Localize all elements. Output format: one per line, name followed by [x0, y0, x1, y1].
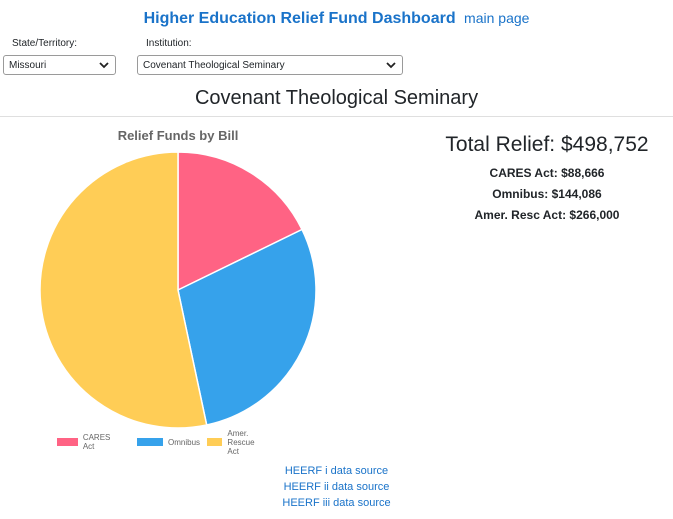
- legend-swatch: [137, 438, 163, 446]
- legend-item-omnibus[interactable]: Omnibus: [137, 436, 200, 448]
- legend-swatch: [57, 438, 78, 446]
- legend-swatch: [207, 438, 223, 446]
- chevron-down-icon: [99, 62, 109, 69]
- chevron-down-icon: [386, 62, 396, 69]
- legend-label: CARES Act: [82, 433, 111, 451]
- relief-pie-chart: [39, 151, 317, 429]
- legend-item-amer-rescue[interactable]: Amer. Rescue Act: [207, 429, 265, 456]
- pie-slice-omnibus[interactable]: [177, 228, 317, 426]
- total-relief: Total Relief: $498,752: [445, 133, 649, 156]
- heerf-iii-source-link[interactable]: HEERF iii data source: [282, 497, 391, 509]
- institution-select[interactable]: Covenant Theological Seminary: [137, 55, 403, 75]
- pie-slice-cares-act[interactable]: [177, 151, 304, 292]
- dashboard-title: Higher Education Relief Fund Dashboard: [143, 10, 456, 27]
- arp-total: Amer. Resc Act: $266,000: [474, 208, 620, 222]
- state-select[interactable]: Missouri: [3, 55, 116, 75]
- legend-item-cares[interactable]: CARES Act: [57, 433, 116, 451]
- institution-heading: Covenant Theological Seminary: [194, 87, 479, 109]
- data-sources: HEERF i data source HEERF ii data source…: [0, 463, 673, 511]
- chart-title: Relief Funds by Bill: [117, 128, 239, 143]
- state-select-value: Missouri: [9, 60, 47, 71]
- divider: [0, 116, 673, 117]
- pie-slice-amer-rescue-act[interactable]: [39, 151, 208, 429]
- omnibus-total: Omnibus: $144,086: [492, 187, 602, 201]
- cares-total: CARES Act: $88,666: [489, 166, 605, 180]
- legend-label: Amer. Rescue Act: [227, 428, 255, 456]
- heerf-i-source-link[interactable]: HEERF i data source: [284, 465, 389, 477]
- legend-label: Omnibus: [168, 437, 201, 447]
- dashboard-header: Higher Education Relief Fund Dashboard m…: [0, 10, 673, 28]
- institution-label: Institution:: [146, 38, 192, 49]
- institution-select-value: Covenant Theological Seminary: [143, 60, 285, 71]
- main-page-link[interactable]: main page: [464, 10, 530, 26]
- heerf-ii-source-link[interactable]: HEERF ii data source: [283, 481, 390, 493]
- state-label: State/Territory:: [12, 38, 78, 49]
